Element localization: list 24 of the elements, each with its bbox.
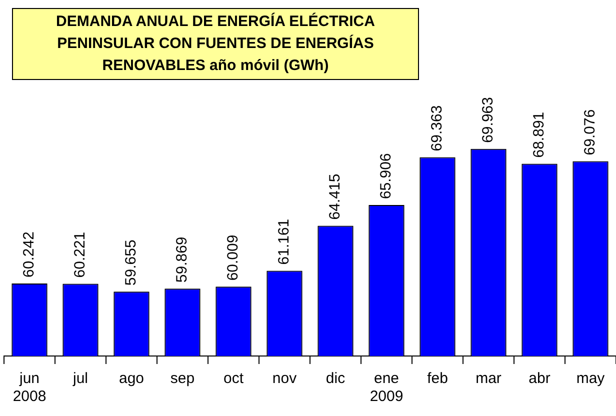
x-tick-label: jun 2008 <box>12 370 46 406</box>
x-tick-label: mar <box>476 370 502 388</box>
data-label: 59.869 <box>174 236 191 283</box>
x-tick-label: ene 2009 <box>370 370 404 406</box>
data-label: 61.161 <box>276 218 293 265</box>
data-label: 68.891 <box>530 112 548 158</box>
x-tick-label: ago <box>118 370 144 388</box>
x-tick-label: jul <box>72 370 88 388</box>
data-label: 60.242 <box>20 232 38 278</box>
x-tick-label: abr <box>528 370 550 388</box>
x-tick-label: sep <box>170 370 195 388</box>
data-label: 69.963 <box>480 97 497 143</box>
x-tick-label: feb <box>427 370 448 388</box>
x-tick-label: may <box>576 370 606 388</box>
x-tick-label: nov <box>272 370 298 388</box>
data-label: 59.655 <box>122 240 140 286</box>
x-tick-label: oct <box>223 370 244 388</box>
data-label: 60.221 <box>72 232 89 278</box>
data-label: 60.009 <box>224 234 242 281</box>
data-label: 65.906 <box>378 153 395 200</box>
x-tick-label: dic <box>326 370 346 388</box>
data-label: 69.363 <box>428 105 446 152</box>
data-label: 69.076 <box>582 109 599 156</box>
data-label: 64.415 <box>326 174 344 220</box>
